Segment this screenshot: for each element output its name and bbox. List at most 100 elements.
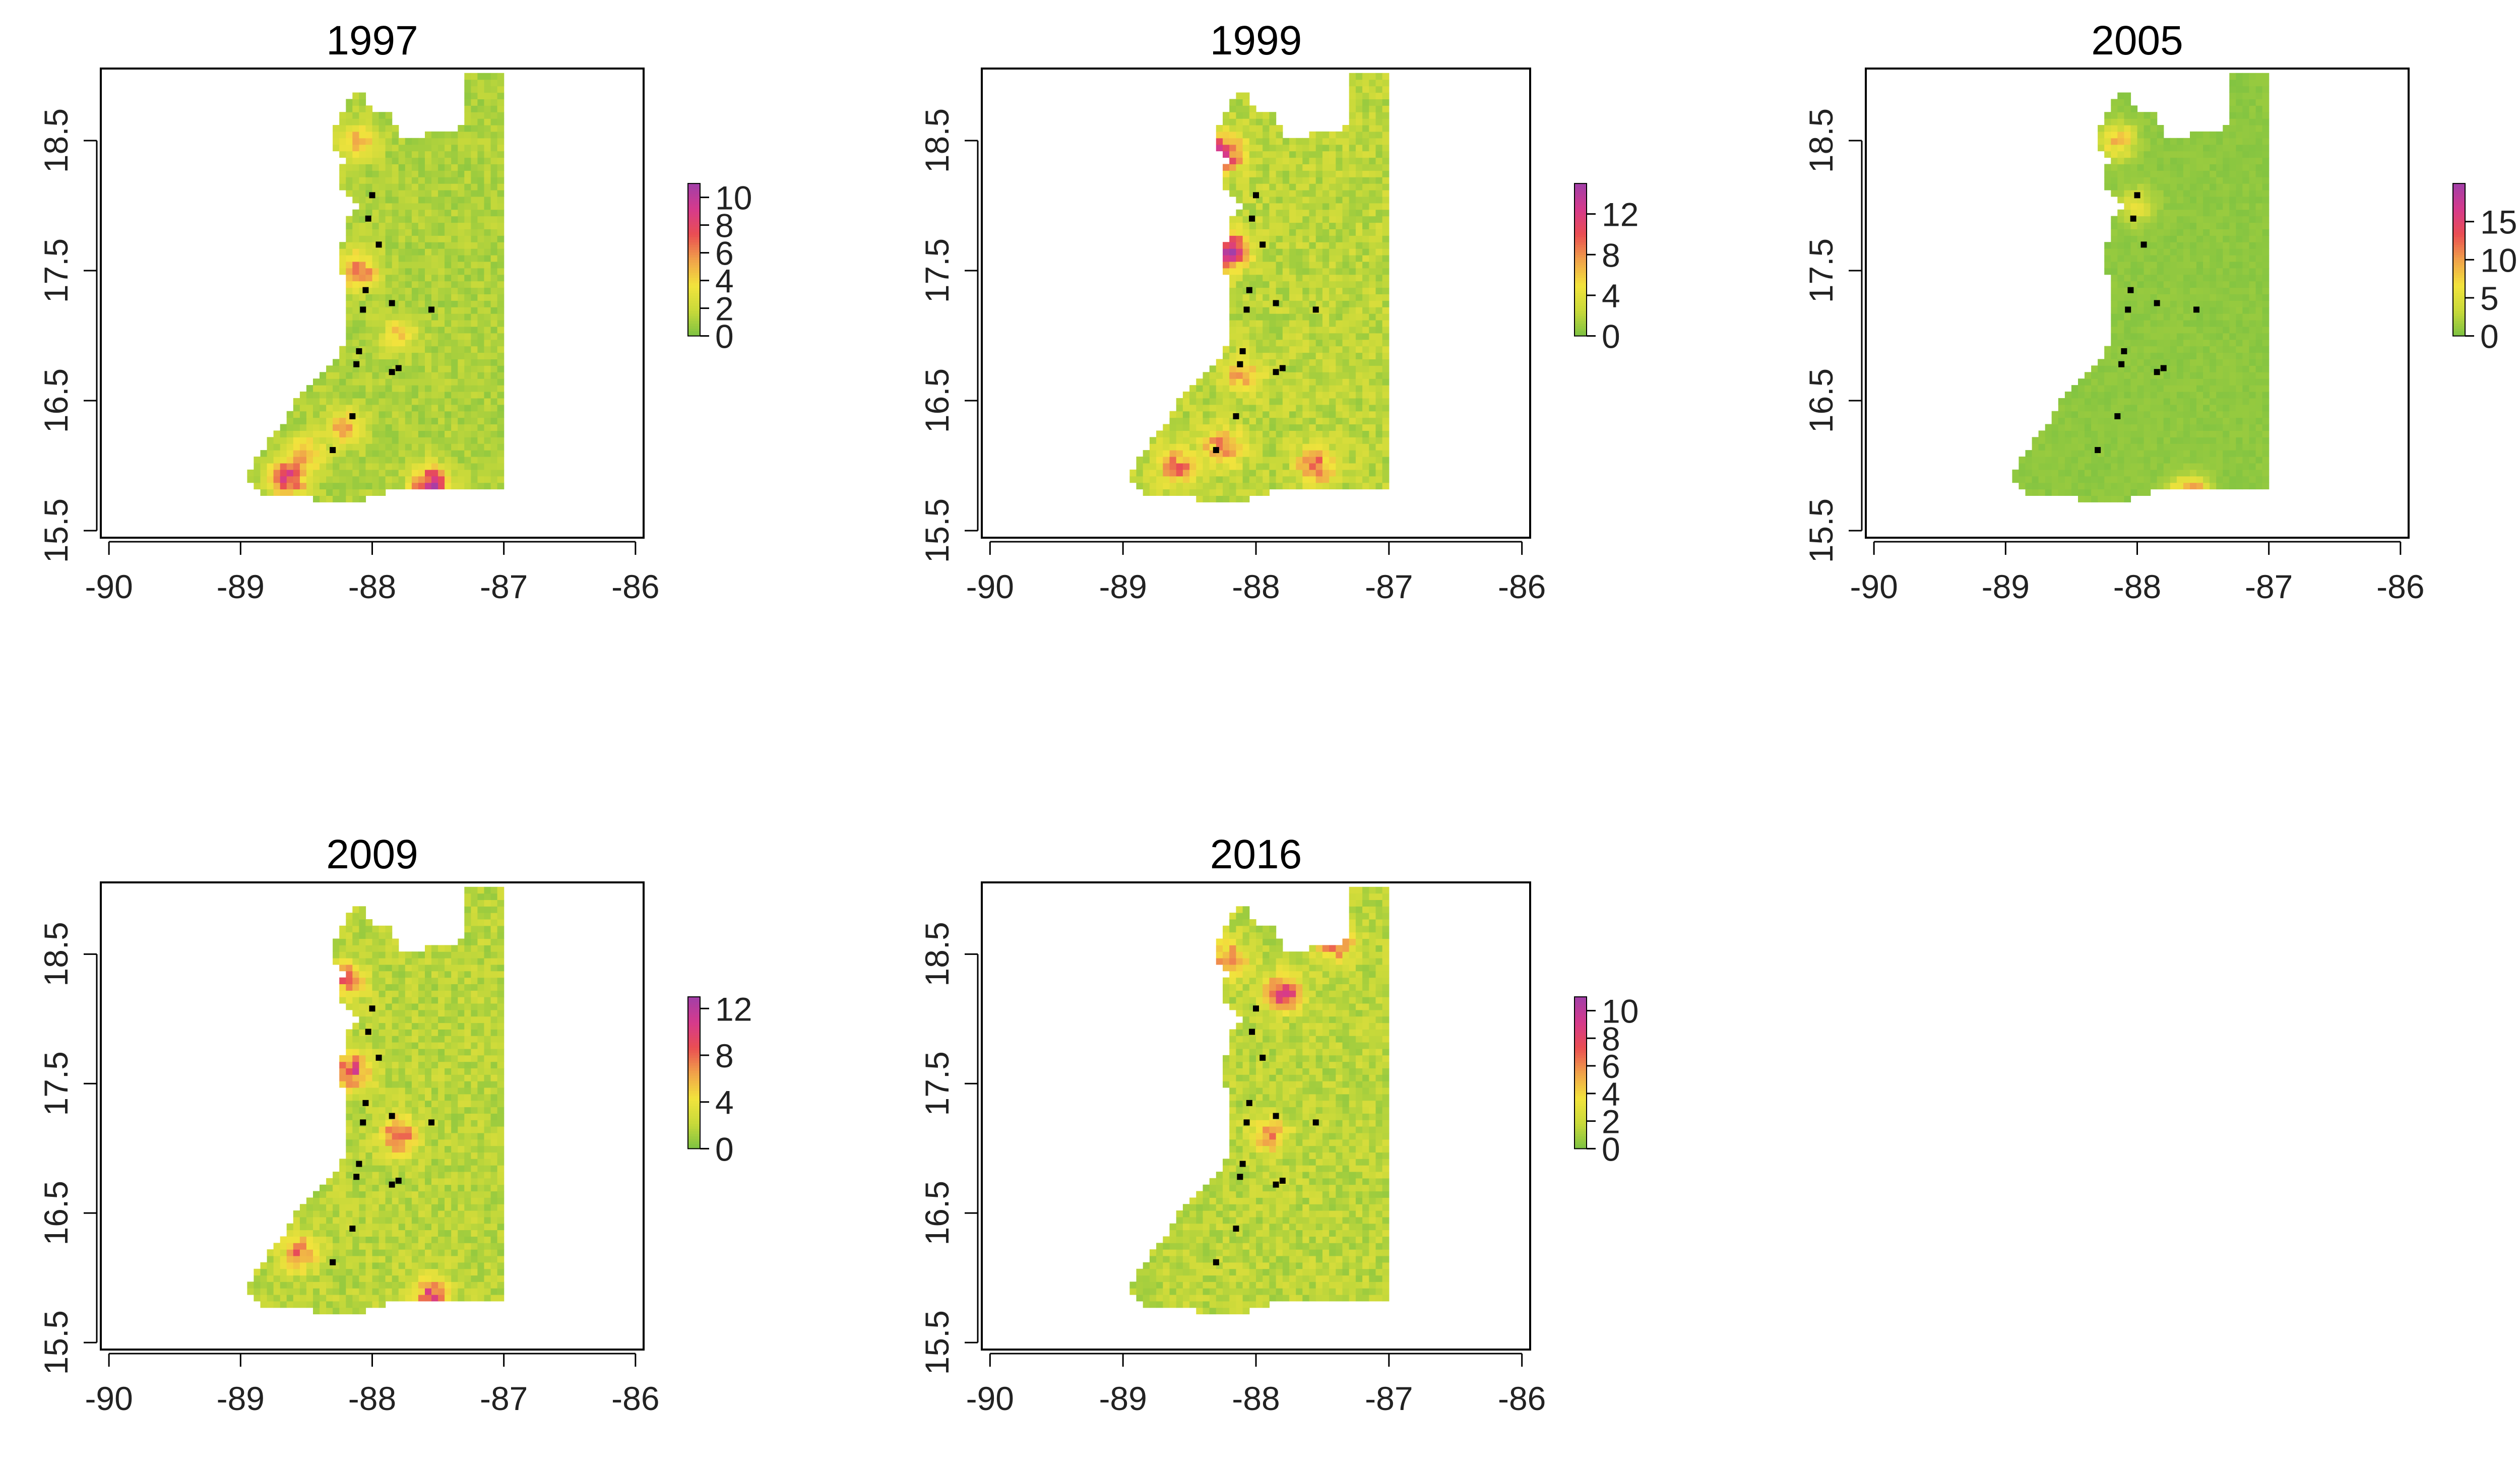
raster-cell <box>1362 313 1369 321</box>
raster-cell <box>2203 268 2210 275</box>
raster-cell <box>1236 235 1243 242</box>
raster-cell <box>477 144 485 152</box>
raster-cell <box>2249 313 2256 321</box>
raster-cell <box>477 164 485 171</box>
raster-cell <box>405 372 412 379</box>
raster-cell <box>451 457 458 464</box>
raster-cell <box>2157 287 2164 294</box>
raster-cell <box>2144 482 2151 490</box>
raster-cell <box>2203 235 2210 242</box>
raster-cell <box>339 404 346 412</box>
raster-cell <box>2071 424 2078 431</box>
raster-cell <box>2249 392 2256 399</box>
raster-cell <box>1342 209 1350 217</box>
raster-cell <box>2157 476 2164 483</box>
raster-cell <box>254 463 261 470</box>
raster-cell <box>2019 463 2026 470</box>
raster-cell <box>1242 430 1250 437</box>
raster-cell <box>1369 300 1376 307</box>
raster-cell <box>1249 404 1256 412</box>
raster-cell <box>2242 105 2250 112</box>
raster-cell <box>1216 424 1223 431</box>
raster-cell <box>1362 164 1369 171</box>
raster-cell <box>1263 359 1270 366</box>
raster-cell <box>339 443 346 451</box>
raster-cell <box>385 320 393 327</box>
raster-cell <box>2223 138 2230 145</box>
raster-cell <box>1315 222 1323 229</box>
raster-cell <box>464 203 471 210</box>
raster-cell <box>365 346 373 353</box>
raster-cell <box>2203 404 2210 412</box>
raster-cell <box>1256 268 1263 275</box>
raster-cell <box>2216 437 2223 444</box>
raster-cell <box>1315 242 1323 249</box>
raster-cell <box>320 443 327 451</box>
raster-cell <box>1196 424 1204 431</box>
colorbar-tick-label: 6 <box>715 235 734 272</box>
raster-cell <box>2183 385 2190 392</box>
raster-cell <box>1209 392 1217 399</box>
raster-cell <box>438 209 445 217</box>
raster-cell <box>320 450 327 457</box>
raster-cell <box>2229 385 2236 392</box>
raster-cell <box>405 326 412 334</box>
raster-cell <box>2216 196 2223 204</box>
raster-cell <box>425 151 432 158</box>
raster-cell <box>1349 417 1356 425</box>
raster-cell <box>398 385 406 392</box>
raster-cell <box>418 196 425 204</box>
raster-cell <box>1282 170 1290 177</box>
raster-cell <box>2130 339 2138 347</box>
raster-cell <box>2091 385 2098 392</box>
raster-cell <box>2203 242 2210 249</box>
raster-cell <box>1256 294 1263 301</box>
raster-cell <box>1296 144 1303 152</box>
raster-cell <box>339 392 346 399</box>
raster-cell <box>471 170 478 177</box>
raster-cell <box>2229 392 2236 399</box>
raster-cell <box>2242 307 2250 314</box>
raster-cell <box>1349 443 1356 451</box>
raster-cell <box>2216 274 2223 282</box>
raster-cell <box>1349 92 1356 99</box>
raster-cell <box>405 339 412 347</box>
raster-cell <box>2130 404 2138 412</box>
raster-cell <box>372 281 380 288</box>
raster-cell <box>1256 385 1263 392</box>
raster-cell <box>2124 248 2131 255</box>
colorbar-segment <box>1574 285 1587 288</box>
raster-cell <box>2157 281 2164 288</box>
raster-cell <box>445 417 452 425</box>
raster-cell <box>497 307 505 314</box>
raster-cell <box>1336 443 1343 451</box>
raster-cell <box>1289 307 1296 314</box>
raster-cell <box>451 482 458 490</box>
raster-cell <box>385 268 393 275</box>
raster-cell <box>333 482 340 490</box>
raster-cell <box>438 392 445 399</box>
colorbar-segment <box>688 315 700 319</box>
raster-cell <box>333 385 340 392</box>
colorbar-segment <box>688 285 700 288</box>
raster-cell <box>2032 450 2039 457</box>
raster-cell <box>1322 398 1330 405</box>
raster-cell <box>1242 229 1250 236</box>
raster-cell <box>1342 300 1350 307</box>
raster-cell <box>1242 457 1250 464</box>
raster-cell <box>1242 294 1250 301</box>
raster-cell <box>411 457 419 464</box>
raster-cell <box>1349 404 1356 412</box>
raster-cell <box>438 476 445 483</box>
raster-cell <box>2216 183 2223 190</box>
raster-cell <box>445 255 452 262</box>
raster-cell <box>1263 177 1270 184</box>
raster-cell <box>2236 190 2243 197</box>
raster-cell <box>2170 248 2177 255</box>
raster-cell <box>1382 170 1390 177</box>
raster-cell <box>1362 73 1369 80</box>
raster-cell <box>1236 177 1243 184</box>
raster-cell <box>2210 164 2217 171</box>
raster-cell <box>2196 482 2203 490</box>
raster-cell <box>2190 404 2197 412</box>
